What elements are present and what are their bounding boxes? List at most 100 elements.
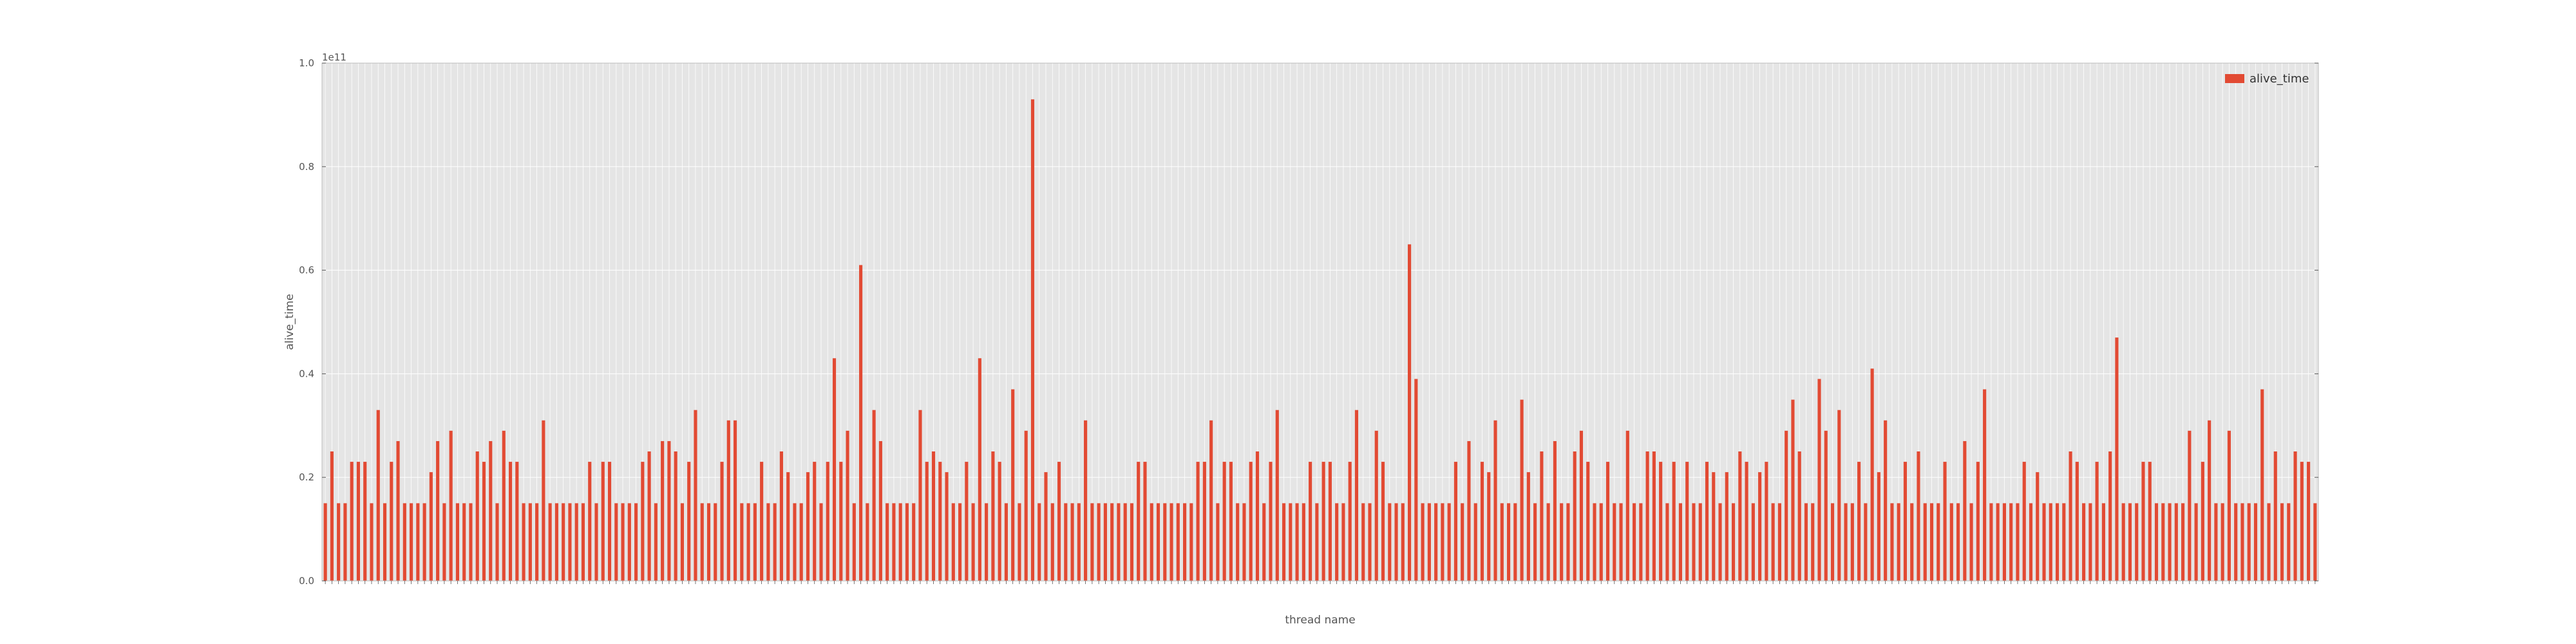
- bar: [2069, 451, 2072, 581]
- bar: [1937, 503, 1940, 581]
- bar: [1540, 451, 1544, 581]
- bar: [2221, 503, 2224, 581]
- bar: [846, 430, 849, 581]
- bar: [2154, 503, 2159, 581]
- bar: [1103, 503, 1107, 581]
- bar: [1434, 503, 1438, 581]
- bar: [1996, 503, 2000, 581]
- bar: [2115, 337, 2119, 581]
- bar: [410, 503, 413, 581]
- bar: [680, 503, 685, 581]
- bar: [370, 503, 374, 581]
- bar: [2108, 451, 2112, 581]
- bar: [1506, 503, 1511, 581]
- bar: [2168, 503, 2172, 581]
- bar: [1427, 503, 1431, 581]
- bar: [1890, 503, 1894, 581]
- bar: [779, 451, 783, 581]
- bar: [2188, 430, 2192, 581]
- bar: [614, 503, 618, 581]
- bar: [766, 503, 770, 581]
- bar: [2075, 462, 2079, 581]
- bar: [1447, 503, 1451, 581]
- bar: [998, 462, 1001, 581]
- bar: [1037, 503, 1041, 581]
- bar: [985, 503, 989, 581]
- bar: [1917, 451, 1920, 581]
- bar: [1619, 503, 1623, 581]
- bar: [886, 503, 889, 581]
- bar: [2208, 420, 2211, 581]
- bar: [1222, 462, 1226, 581]
- bar: [1857, 462, 1861, 581]
- bar: [1751, 503, 1755, 581]
- bar: [793, 503, 797, 581]
- bar: [1249, 462, 1253, 581]
- bar: [1765, 462, 1768, 581]
- bar: [1242, 503, 1246, 581]
- bar: [1956, 503, 1960, 581]
- bar: [356, 462, 361, 581]
- bar: [2095, 462, 2099, 581]
- bar: [607, 462, 612, 581]
- bar: [1903, 462, 1908, 581]
- bar: [542, 420, 545, 581]
- bar: [2049, 503, 2052, 581]
- bar: [1791, 399, 1795, 581]
- bar: [1493, 420, 1497, 581]
- bar: [647, 451, 651, 581]
- bar: [1633, 503, 1636, 581]
- bar: [482, 462, 486, 581]
- bar: [2253, 503, 2258, 581]
- bar: [1309, 462, 1312, 581]
- y-axis-label: alive_time: [283, 294, 296, 350]
- bar: [1057, 462, 1061, 581]
- bar: [786, 472, 790, 581]
- bar: [753, 503, 757, 581]
- bar: [1983, 389, 1987, 581]
- x-axis-ticks: [325, 581, 2316, 584]
- bar: [978, 358, 981, 581]
- bar: [1156, 503, 1160, 581]
- bar: [2240, 503, 2244, 581]
- bar: [568, 503, 572, 581]
- bar: [1077, 503, 1081, 581]
- bar: [1685, 462, 1689, 581]
- y-offset-label: 1e11: [322, 52, 346, 63]
- y-tick-label: 0.0: [299, 575, 314, 587]
- bar: [1143, 462, 1147, 581]
- bar: [588, 462, 592, 581]
- y-tick-label: 0.2: [299, 471, 314, 483]
- bar: [2280, 503, 2284, 581]
- bar: [1712, 472, 1716, 581]
- bar: [343, 503, 347, 581]
- bar: [1229, 462, 1233, 581]
- bar: [1473, 503, 1477, 581]
- bar: [1408, 244, 1412, 581]
- bar: [1738, 451, 1742, 581]
- y-tick-label: 1.0: [299, 57, 314, 69]
- bar: [1335, 503, 1339, 581]
- bar: [554, 503, 558, 581]
- bar: [1725, 472, 1728, 581]
- bar: [1877, 472, 1880, 581]
- bar: [733, 420, 737, 581]
- bar: [1771, 503, 1775, 581]
- x-axis-label: thread name: [1285, 614, 1355, 627]
- bar: [1553, 440, 1557, 581]
- bar: [2009, 503, 2013, 581]
- bar: [475, 451, 479, 581]
- bar: [674, 451, 677, 581]
- bar: [1817, 379, 1821, 581]
- bar: [2141, 462, 2145, 581]
- bar: [938, 462, 942, 581]
- bar: [819, 503, 823, 581]
- bar: [714, 503, 717, 581]
- bar: [1830, 503, 1835, 581]
- bar: [1884, 420, 1888, 581]
- bar: [1070, 503, 1074, 581]
- bar: [694, 410, 697, 581]
- bar: [1864, 503, 1868, 581]
- bar: [1004, 503, 1008, 581]
- bar: [2194, 503, 2198, 581]
